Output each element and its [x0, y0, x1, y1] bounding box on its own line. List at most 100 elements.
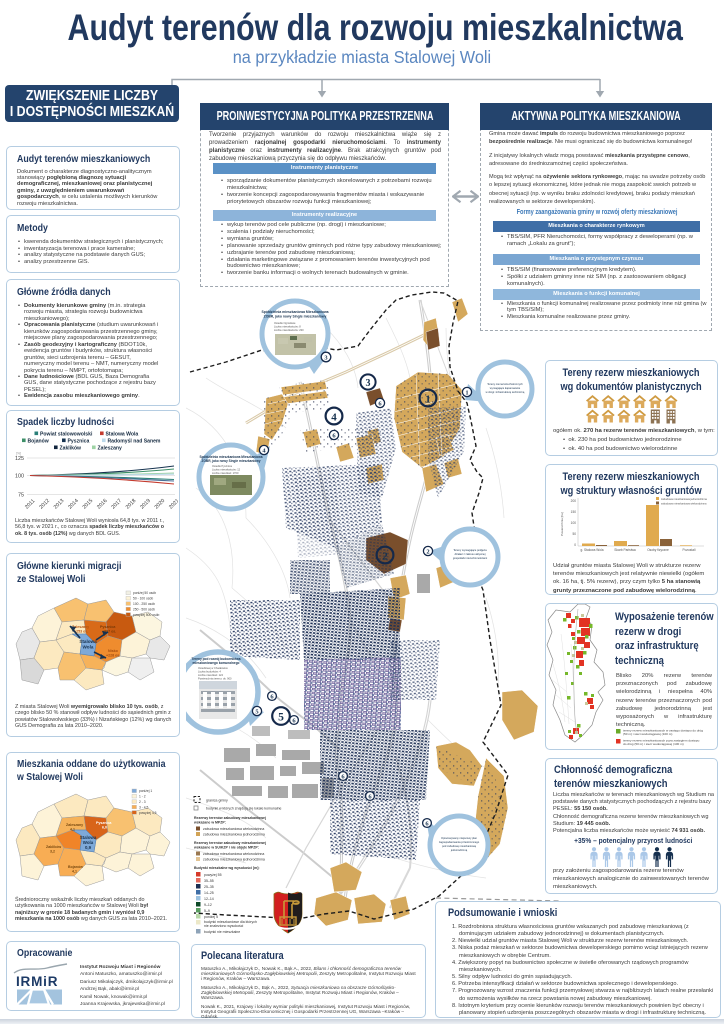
svg-text:Zaklików: Zaklików	[46, 845, 61, 849]
svg-text:ZOBR, jako nowy Single mieszka: ZOBR, jako nowy Single mieszkaniowy	[202, 459, 261, 463]
svg-text:zabudowa mieszkaniowa wielorod: zabudowa mieszkaniowa wielorodzinna	[203, 852, 264, 856]
svg-text:35–55: 35–55	[204, 879, 214, 883]
svg-text:Stalowa: Stalowa	[79, 639, 97, 644]
svg-text:Stalowa Wola: Stalowa Wola	[106, 432, 139, 438]
svg-text:+253 os.: +253 os.	[74, 630, 88, 634]
svg-text:wymagające kapanowanie: wymagające kapanowanie	[490, 386, 521, 390]
svg-text:50 - 100 osób: 50 - 100 osób	[133, 597, 153, 601]
svg-text:(50 m) i sieci wodociągowej (1: (50 m) i sieci wodociągowej (100 m)	[623, 732, 672, 736]
svg-text:6: 6	[292, 718, 296, 725]
svg-text:Zaleszany: Zaleszany	[66, 823, 83, 827]
svg-text:działań z zakresu aktywnej: działań z zakresu aktywnej	[455, 552, 486, 556]
svg-text:Tereny niemal wzechstronnych: Tereny niemal wzechstronnych	[487, 382, 523, 386]
svg-text:+228 os.: +228 os.	[106, 654, 120, 658]
svg-text:2020: 2020	[154, 498, 167, 511]
svg-text:50: 50	[572, 532, 576, 536]
svg-text:poniżej 1: poniżej 1	[139, 789, 152, 793]
svg-text:6: 6	[270, 694, 274, 701]
svg-text:Zaleszany: Zaleszany	[72, 625, 89, 629]
svg-text:1 - 2: 1 - 2	[139, 795, 146, 799]
svg-text:Stalowa: Stalowa	[80, 835, 97, 840]
svg-text:pod zabudowę mieszkaniową: pod zabudowę mieszkaniową	[442, 844, 476, 848]
svg-text:Rezerwy terenów zabudowy miesz: Rezerwy terenów zabudowy mieszkaniowej	[194, 816, 266, 820]
svg-text:mieszkaniowego komunalnego: mieszkaniowego komunalnego	[193, 661, 240, 665]
svg-text:2: 2	[382, 551, 388, 563]
svg-text:25–35: 25–35	[204, 885, 214, 889]
svg-text:4,1: 4,1	[70, 828, 75, 832]
svg-text:Spółdzielnia mieszkaniowa Mies: Spółdzielnia mieszkaniowa Mieszkaniowa	[199, 455, 262, 459]
svg-text:gospodarki nieruchomościami: gospodarki nieruchomościami	[453, 556, 488, 560]
svg-text:Budynki mieszkalne wg wysokośc: Budynki mieszkalne wg wysokości [m]:	[194, 866, 260, 870]
svg-text:nie znaleziono wysokości: nie znaleziono wysokości	[204, 924, 244, 928]
svg-text:do dróg (50 m) i sieci wodocią: do dróg (50 m) i sieci wodociągowej (100…	[623, 742, 684, 746]
svg-text:Osoby fizyczne: Osoby fizyczne	[647, 548, 669, 552]
svg-text:2019: 2019	[139, 498, 152, 511]
svg-text:Tereny pod rozwój budownictwa: Tereny pod rozwój budownictwa	[192, 657, 241, 661]
svg-text:Radomyśl nad Sanem: Radomyśl nad Sanem	[108, 439, 161, 445]
svg-text:2011: 2011	[24, 498, 36, 510]
svg-text:2016: 2016	[96, 498, 109, 511]
svg-text:wskazane w SUiKZP i nie objęte: wskazane w SUiKZP i nie objęte MPZP:	[193, 846, 259, 850]
svg-text:Liczba mieszkań: 124: Liczba mieszkań: 124	[198, 673, 223, 677]
svg-text:4: 4	[262, 448, 266, 455]
svg-text:5: 5	[278, 712, 284, 724]
svg-text:12–14: 12–14	[204, 897, 214, 901]
svg-text:Pysznica: Pysznica	[100, 625, 116, 629]
svg-text:100 - 250 osób: 100 - 250 osób	[133, 602, 155, 606]
svg-text:Bojanów: Bojanów	[28, 439, 49, 445]
svg-text:Wola: Wola	[83, 840, 94, 845]
svg-text:250 - 500 osób: 250 - 500 osób	[133, 607, 155, 611]
svg-text:zabudowa mieszkaniowa wielorod: zabudowa mieszkaniowa wielorodzinna	[203, 827, 264, 831]
svg-text:1: 1	[465, 390, 468, 397]
svg-text:2015: 2015	[82, 498, 95, 511]
svg-text:Liczba mieszkań: 1700: Liczba mieszkań: 1700	[212, 471, 239, 475]
svg-text:powyżej 500 osób: powyżej 500 osób	[133, 613, 160, 617]
svg-text:Liczba mieszkańców: 8: Liczba mieszkańców: 8	[274, 325, 301, 329]
svg-text:Opracowywany miejscowy plan: Opracowywany miejscowy plan	[441, 836, 478, 840]
svg-text:2012: 2012	[38, 498, 51, 511]
svg-text:9–12: 9–12	[204, 903, 212, 907]
svg-text:Pozostali: Pozostali	[683, 548, 696, 552]
svg-text:granica gminy: granica gminy	[206, 799, 228, 803]
svg-text:Spółdzielnia mieszkaniowa Mies: Spółdzielnia mieszkaniowa Mieszkaniowa	[261, 310, 328, 314]
svg-text:75: 75	[18, 493, 24, 499]
svg-text:poniżej 5: poniżej 5	[204, 915, 218, 919]
svg-text:2018: 2018	[125, 498, 138, 511]
svg-text:6: 6	[332, 433, 336, 440]
svg-text:Osiedle Ogrodowe: Osiedle Ogrodowe	[274, 321, 296, 325]
svg-text:2 - 3: 2 - 3	[139, 800, 146, 804]
svg-text:budynki mieszkaniowe dla który: budynki mieszkaniowe dla których	[204, 920, 257, 924]
svg-text:zabudowa mieszkaniowa jednorod: zabudowa mieszkaniowa jednorodzinna	[203, 833, 265, 837]
svg-text:3: 3	[366, 378, 371, 389]
svg-text:0,9: 0,9	[85, 845, 92, 850]
svg-text:zabudowa mieszkaniowa jednorod: zabudowa mieszkaniowa jednorodzinna	[203, 858, 265, 862]
svg-text:zabudowa mieszkaniowa jednorod: zabudowa mieszkaniowa jednorodzinna	[661, 497, 707, 501]
svg-text:budynki w których znajdują się: budynki w których znajdują się lokale ko…	[206, 807, 282, 811]
svg-text:+887 os.: +887 os.	[102, 630, 116, 634]
svg-text:100: 100	[571, 521, 577, 525]
svg-text:Skarb Państwa: Skarb Państwa	[614, 548, 636, 552]
svg-text:w drogi i infrastrukturę techn: w drogi i infrastrukturę techniczną	[486, 390, 525, 394]
svg-text:Powierzchnia terenu: ok. 900: Powierzchnia terenu: ok. 900	[198, 677, 232, 681]
svg-text:g. Stalowa Wola: g. Stalowa Wola	[581, 548, 604, 552]
svg-text:zabudowa mieszkaniowa wielorod: zabudowa mieszkaniowa wielorodzinna	[661, 501, 707, 505]
svg-text:Pysznica: Pysznica	[68, 439, 90, 445]
svg-text:budynki nie mieszkalne: budynki nie mieszkalne	[204, 930, 240, 934]
svg-text:Osiedlowej w Chwałowice: Osiedlowej w Chwałowice	[198, 666, 228, 670]
svg-text:tereny rezerw mieszkaniowych p: tereny rezerw mieszkaniowych poza zasięg…	[623, 739, 700, 743]
svg-text:Rezerwy terenów zabudowy miesz: Rezerwy terenów zabudowy mieszkaniowej	[194, 841, 266, 845]
svg-text:6,0: 6,0	[102, 826, 107, 830]
svg-text:150: 150	[571, 510, 577, 514]
svg-text:tereny rezerw mieszkaniowych w: tereny rezerw mieszkaniowych w zasięgu d…	[623, 729, 703, 733]
svg-text:wskazane w MPZP:: wskazane w MPZP:	[193, 821, 226, 825]
svg-text:ZOBR, jako nowy Single mieszka: ZOBR, jako nowy Single mieszkaniowy	[264, 315, 327, 319]
svg-text:6: 6	[368, 794, 372, 801]
svg-text:Powierzchnia [ha]: Powierzchnia [ha]	[560, 512, 564, 536]
svg-text:powyżej 55: powyżej 55	[204, 873, 222, 877]
svg-text:5–9: 5–9	[204, 909, 210, 913]
svg-text:Liczba mieszkańców: 12: Liczba mieszkańców: 12	[212, 468, 241, 472]
svg-text:6: 6	[341, 774, 345, 781]
svg-text:4: 4	[331, 412, 337, 424]
svg-text:Liczba budynków: 4: Liczba budynków: 4	[198, 670, 221, 674]
svg-text:100: 100	[15, 474, 24, 480]
